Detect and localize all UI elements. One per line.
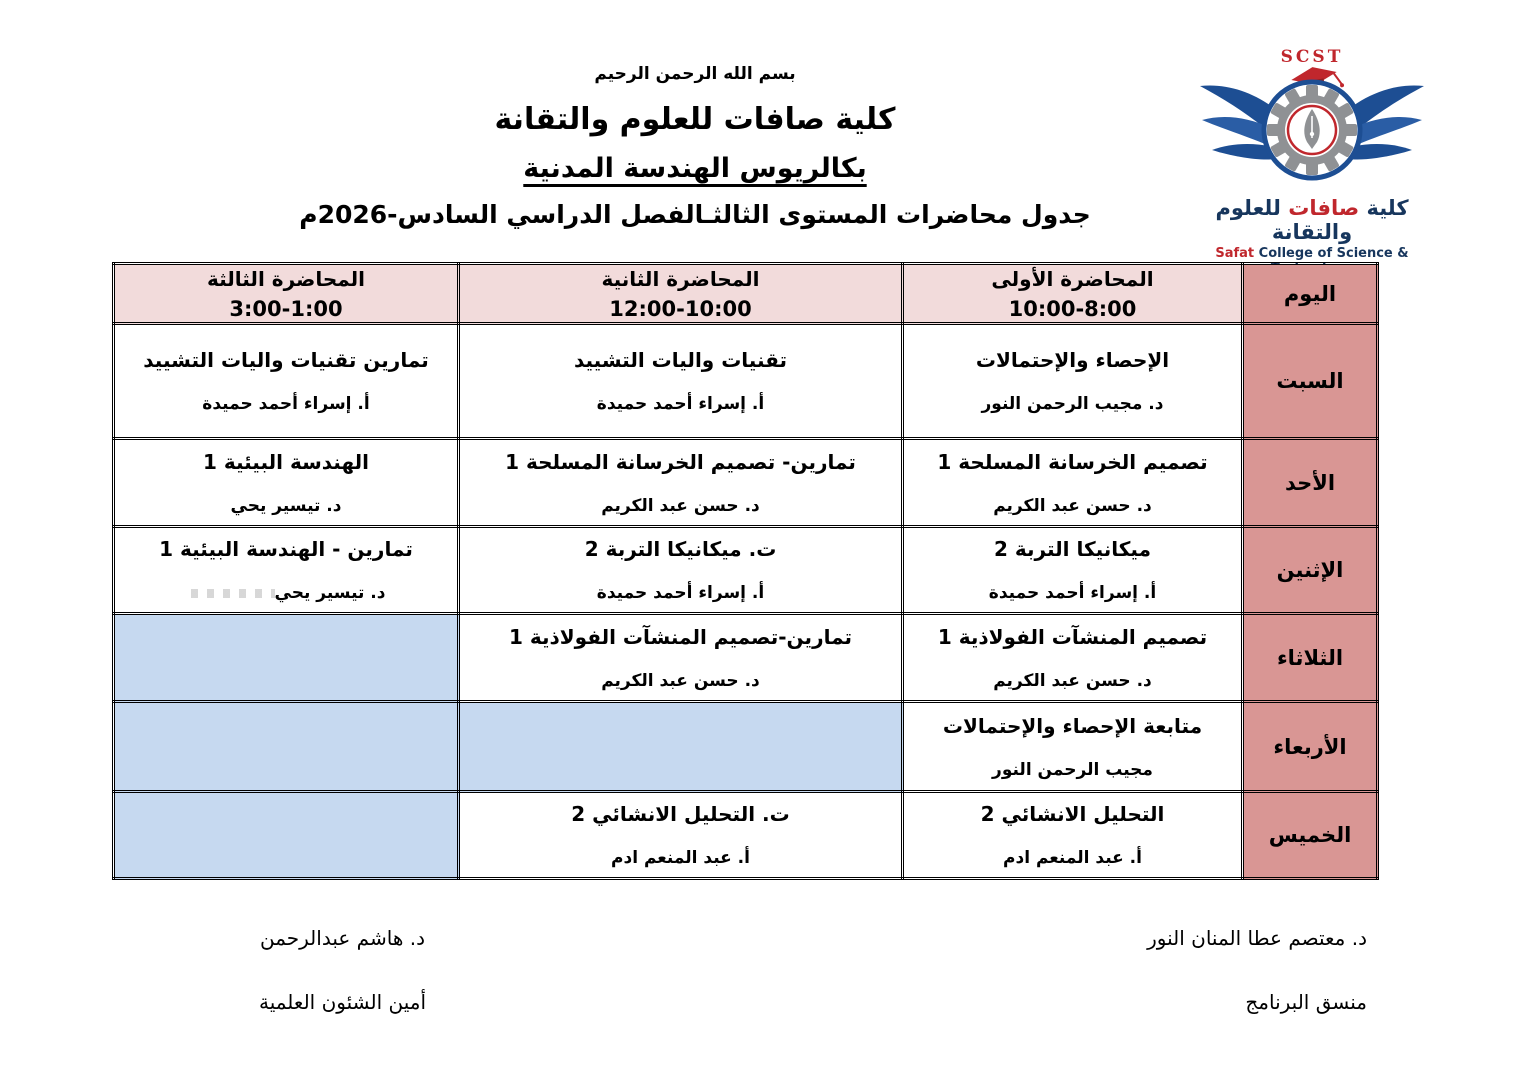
lecture-cell: تصميم الخرسانة المسلحة 1 د. حسن عبد الكر… [901,437,1244,528]
lecture-cell: متابعة الإحصاء والإحتمالات مجيب الرحمن ا… [901,700,1244,793]
instructor-name: د. حسن عبد الكريم [993,670,1152,691]
course-name: متابعة الإحصاء والإحتمالات [942,713,1203,738]
course-name: تقنيات واليات التشييد [573,348,788,372]
secretary-title: أمين الشئون العلمية [258,990,427,1014]
instructor-name: أ. إسراء أحمد حميدة [596,583,765,603]
instructor-name: مجيب الرحمن النور [992,759,1153,780]
gear-icon [1261,79,1363,181]
pen-nib-icon [1304,109,1320,149]
schedule-title: جدول محاضرات المستوى الثالثـالفصل الدراس… [299,200,1091,229]
empty-cell [112,700,460,793]
schedule-table: اليوم المحاضرة الأولى 10:00-8:00 المحاضر… [112,262,1379,880]
lecture-cell: تمارين - الهندسة البيئية 1 د. تيسير يحي [112,525,460,615]
course-name: تمارين - الهندسة البيئية 1 [159,537,413,561]
instructor-name: د. تيسير يحي [230,495,342,516]
instructor-name: د. مجيب الرحمن النور [981,394,1164,414]
lecture3-time: 3:00-1:00 [229,296,343,321]
lecture-cell: ميكانيكا التربة 2 أ. إسراء أحمد حميدة [901,525,1244,615]
bismillah: بسم الله الرحمن الرحيم [594,64,796,84]
day-cell: الثلاثاء [1241,612,1379,703]
instructor-name: د. حسن عبد الكريم [601,670,760,691]
day-cell: السبت [1241,322,1379,440]
course-name: تصميم الخرسانة المسلحة 1 [937,449,1208,474]
empty-cell [112,612,460,703]
logo-acronym: SCST [1281,47,1344,67]
lecture-cell: تمارين تقنيات واليات التشييد أ. إسراء أح… [112,322,460,440]
college-name: كلية صافات للعلوم والتقانة [494,102,896,137]
lecture2-label: المحاضرة الثانية [601,266,760,291]
table-header-row: اليوم المحاضرة الأولى 10:00-8:00 المحاضر… [112,262,1379,325]
lecture1-label: المحاضرة الأولى [991,266,1154,291]
day-cell: الأحد [1241,437,1379,528]
college-logo-emblem: SCST [1200,47,1424,181]
lecture-cell: ت. التحليل الانشائي 2 أ. عبد المنعم ادم [457,790,904,880]
lecture3-label: المحاضرة الثالثة [206,266,366,291]
lecture-cell: تصميم المنشآت الفولاذية 1 د. حسن عبد الك… [901,612,1244,703]
course-name: التحليل الانشائي 2 [980,802,1165,826]
course-name: ت. التحليل الانشائي 2 [571,802,790,826]
lecture3-header: المحاضرة الثالثة 3:00-1:00 [112,262,460,325]
lecture2-header: المحاضرة الثانية 12:00-10:00 [457,262,904,325]
lecture-cell: تقنيات واليات التشييد أ. إسراء أحمد حميد… [457,322,904,440]
instructor-name: أ. إسراء أحمد حميدة [596,394,765,414]
table-row: الثلاثاء تصميم المنشآت الفولاذية 1 د. حس… [112,612,1379,703]
course-name: تصميم المنشآت الفولاذية 1 [937,624,1208,649]
lecture2-time: 12:00-10:00 [609,296,752,321]
instructor-name: أ. إسراء أحمد حميدة [202,394,370,414]
day-cell: الأربعاء [1241,700,1379,793]
program-name: بكالريوس الهندسة المدنية [523,153,867,184]
lecture-cell: التحليل الانشائي 2 أ. عبد المنعم ادم [901,790,1244,880]
lecture1-time: 10:00-8:00 [1008,296,1137,321]
lecture-cell: تمارين-تصميم المنشآت الفولاذية 1 د. حسن … [457,612,904,703]
lecture-cell: تمارين- تصميم الخرسانة المسلحة 1 د. حسن … [457,437,904,528]
signature-coordinator: د. معتصم عطا المنان النور منسق البرنامج [1087,926,1367,1014]
coordinator-title: منسق البرنامج [1245,990,1367,1014]
lecture-cell: ت. ميكانيكا التربة 2 أ. إسراء أحمد حميدة [457,525,904,615]
college-logo: SCST كلية صافات للعلوم والتقانة Safat Co… [1192,42,1432,276]
coordinator-name: د. معتصم عطا المنان النور [1147,926,1367,950]
logo-name-arabic: كلية صافات للعلوم والتقانة [1215,196,1409,244]
day-cell: الإثنين [1241,525,1379,615]
table-row: الأحد تصميم الخرسانة المسلحة 1 د. حسن عب… [112,437,1379,528]
instructor-name: أ. عبد المنعم ادم [1003,848,1142,868]
instructor-name: أ. إسراء أحمد حميدة [988,583,1157,603]
instructor-name: د. تيسير يحي [115,583,457,603]
table-row: الأربعاء متابعة الإحصاء والإحتمالات مجيب… [112,700,1379,793]
instructor-name: د. حسن عبد الكريم [993,495,1152,516]
table-row: الإثنين ميكانيكا التربة 2 أ. إسراء أحمد … [112,525,1379,615]
course-name: ميكانيكا التربة 2 [994,537,1151,561]
secretary-name: د. هاشم عبدالرحمن [260,926,425,950]
table-row: الخميس التحليل الانشائي 2 أ. عبد المنعم … [112,790,1379,880]
course-name: ت. ميكانيكا التربة 2 [584,537,777,561]
course-name: الهندسة البيئية 1 [202,449,370,474]
ink-smudge [190,588,275,598]
course-name: تمارين تقنيات واليات التشييد [143,348,429,372]
course-name: تمارين-تصميم المنشآت الفولاذية 1 [508,624,853,649]
lecture1-header: المحاضرة الأولى 10:00-8:00 [901,262,1244,325]
table-row: السبت الإحصاء والإحتمالات د. مجيب الرحمن… [112,322,1379,440]
instructor-name: أ. عبد المنعم ادم [611,848,750,868]
course-name: تمارين- تصميم الخرسانة المسلحة 1 [505,449,856,474]
empty-cell [112,790,460,880]
empty-cell [457,700,904,793]
instructor-name: د. حسن عبد الكريم [601,495,760,516]
lecture-cell: الهندسة البيئية 1 د. تيسير يحي [112,437,460,528]
day-cell: الخميس [1241,790,1379,880]
lecture-cell: الإحصاء والإحتمالات د. مجيب الرحمن النور [901,322,1244,440]
course-name: الإحصاء والإحتمالات [975,348,1170,372]
day-column-header: اليوم [1241,262,1379,325]
signature-academic-secretary: د. هاشم عبدالرحمن أمين الشئون العلمية [235,926,450,1014]
document-header: بسم الله الرحمن الرحيم كلية صافات للعلوم… [0,64,1390,229]
